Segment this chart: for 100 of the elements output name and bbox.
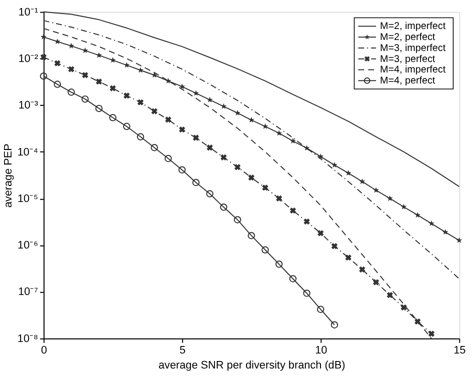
point	[276, 195, 282, 202]
point	[40, 34, 47, 40]
point	[96, 52, 102, 58]
point	[192, 134, 200, 141]
point	[234, 164, 241, 170]
line-series	[43, 11, 460, 188]
point	[304, 144, 310, 151]
y-tick-label: 10⁻⁸	[17, 332, 38, 345]
point	[275, 260, 283, 268]
point	[178, 166, 186, 174]
point	[386, 195, 393, 201]
point	[428, 330, 435, 337]
point	[331, 162, 338, 168]
point	[123, 122, 130, 130]
point	[316, 306, 324, 313]
point	[54, 80, 62, 88]
point	[289, 275, 297, 282]
legend-label: M=4, imperfect	[380, 64, 446, 76]
point	[248, 232, 255, 240]
point	[179, 83, 186, 90]
point	[138, 67, 144, 73]
point	[345, 170, 352, 176]
line-series	[43, 20, 460, 280]
point	[109, 114, 116, 122]
point	[262, 123, 268, 129]
point	[373, 187, 380, 193]
point	[220, 103, 227, 109]
point	[40, 54, 47, 60]
point	[165, 116, 172, 123]
y-axis-title: average PEP	[2, 144, 14, 208]
point	[262, 246, 269, 254]
point	[372, 279, 380, 286]
point	[96, 78, 102, 85]
y-tick-label: 10⁻¹	[18, 6, 38, 18]
point	[124, 92, 130, 99]
x-tick-label: 10	[315, 344, 328, 357]
point	[68, 88, 75, 96]
point	[206, 96, 213, 102]
point	[234, 216, 242, 224]
point	[40, 72, 48, 80]
point	[303, 290, 310, 297]
point	[164, 154, 172, 162]
y-tick-label: 10⁻²	[18, 52, 38, 65]
point	[124, 62, 130, 68]
point	[456, 237, 462, 243]
point	[276, 130, 282, 136]
point	[220, 154, 227, 160]
y-tick-label: 10⁻⁶	[18, 240, 38, 252]
point	[359, 266, 366, 273]
y-tick-label: 10⁻⁵	[17, 192, 38, 205]
y-tick-label: 10⁻³	[18, 100, 38, 112]
point	[359, 178, 366, 184]
point	[165, 78, 172, 84]
point	[54, 60, 60, 66]
point	[81, 95, 89, 103]
point	[95, 104, 103, 112]
point	[248, 116, 254, 123]
point	[110, 57, 116, 63]
y-tick-label: 10⁻⁴	[17, 146, 38, 158]
point	[136, 133, 144, 140]
legend-label: M=2, imperfect	[380, 21, 446, 32]
point	[318, 230, 324, 236]
legend-label: M=3, imperfect	[380, 42, 446, 54]
point	[206, 144, 213, 151]
point	[68, 66, 74, 72]
legend-label: M=4, perfect	[380, 76, 436, 87]
x-axis-title: average SNR per diversity branch (dB)	[158, 360, 346, 372]
point	[290, 207, 296, 214]
point	[290, 138, 296, 144]
point	[206, 190, 214, 198]
point	[192, 90, 199, 96]
point	[151, 108, 158, 114]
point	[400, 204, 407, 210]
point	[428, 220, 434, 226]
point	[248, 174, 254, 181]
point	[262, 184, 268, 191]
point	[386, 292, 393, 298]
legend-label: M=3, perfect	[380, 54, 436, 65]
point	[318, 153, 324, 160]
point	[178, 126, 186, 133]
x-tick-label: 0	[41, 344, 48, 357]
x-tick-label: 5	[180, 344, 186, 357]
point	[82, 47, 88, 54]
point	[400, 304, 407, 311]
point	[137, 99, 144, 106]
x-tick-label: 15	[454, 344, 466, 357]
point	[150, 144, 158, 152]
point	[192, 178, 200, 186]
point	[304, 218, 310, 225]
point	[331, 243, 338, 250]
point	[330, 321, 338, 328]
point	[110, 85, 116, 92]
legend-label: M=2, perfect	[380, 32, 436, 44]
point	[82, 72, 88, 78]
point	[220, 204, 228, 211]
point	[442, 228, 448, 235]
point	[414, 212, 421, 218]
point	[345, 254, 352, 261]
point	[234, 110, 240, 116]
y-tick-label: 10⁻⁷	[18, 286, 38, 298]
